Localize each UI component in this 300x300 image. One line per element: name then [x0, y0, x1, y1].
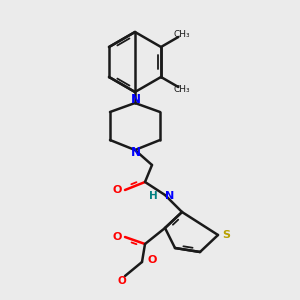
- Text: O: O: [112, 232, 122, 242]
- Text: N: N: [131, 146, 141, 158]
- Text: CH₃: CH₃: [174, 29, 190, 38]
- Text: O: O: [112, 185, 122, 195]
- Text: N: N: [165, 191, 175, 201]
- Text: O: O: [147, 255, 157, 265]
- Text: H: H: [148, 191, 158, 201]
- Text: O: O: [118, 276, 126, 286]
- Text: CH₃: CH₃: [174, 85, 190, 94]
- Text: N: N: [131, 92, 141, 106]
- Text: S: S: [222, 230, 230, 240]
